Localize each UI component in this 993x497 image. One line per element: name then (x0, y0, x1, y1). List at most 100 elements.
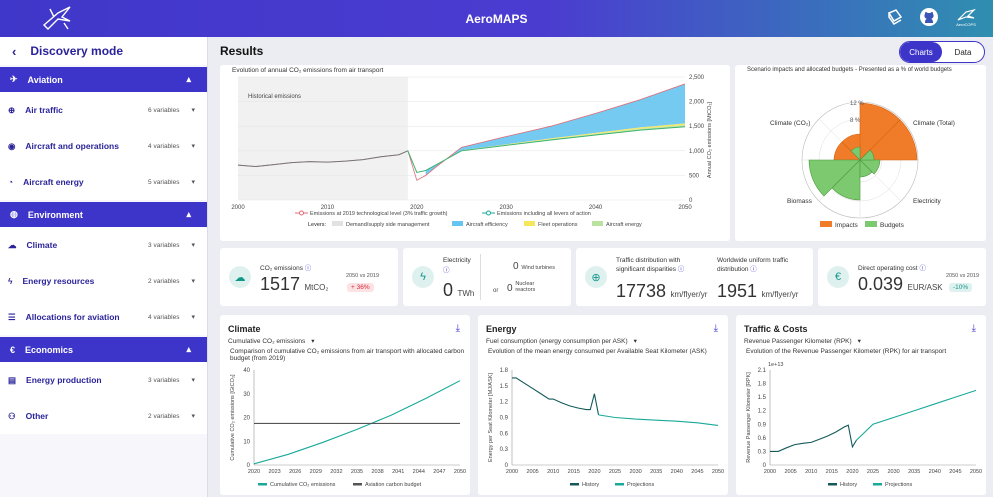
info-icon[interactable]: ⓘ (919, 265, 926, 272)
item-label: Aircraft and operations (25, 141, 119, 151)
sidebar-item-energy-production[interactable]: ▤ Energy production 3 variables ▾ (0, 362, 207, 398)
x-tick-label: 2030 (500, 205, 514, 211)
y-tick-label: 1.2 (500, 400, 509, 406)
section-label: Environment (27, 209, 83, 220)
kpi-nuclear-value: 0 (507, 283, 513, 294)
chevron-down-icon[interactable]: ▾ (191, 242, 195, 249)
sidebar-item-climate[interactable]: ☁ Climate 3 variables ▾ (0, 227, 207, 263)
y-tick-label: 2,500 (689, 75, 705, 81)
chevron-down-icon[interactable]: ▾ (191, 179, 195, 186)
item-label: Aircraft energy (23, 177, 84, 187)
sidebar-item-aircraft-energy[interactable]: ◔ Aircraft energy 5 variables ▾ (0, 164, 207, 200)
y-tick-label: 1,000 (689, 149, 705, 155)
traffic-card: Traffic & Costs ⤓ Revenue Passenger Kilo… (736, 315, 986, 495)
legend-label: History (840, 482, 857, 488)
x-tick-label: 2023 (268, 469, 280, 475)
y-tick-label: 1.5 (758, 395, 767, 401)
item-vars: 4 variables (148, 313, 180, 321)
traffic-select[interactable]: Revenue Passenger Kilometer (RPK) ▾ (744, 337, 861, 346)
emissions-card: Evolution of annual CO₂ emissions from a… (220, 65, 730, 241)
y-tick-label: 0 (505, 463, 509, 469)
view-toggle[interactable]: Charts Data (899, 41, 985, 63)
y-axis-label: Annual CO₂ emissions [MtCO₂] (707, 101, 713, 178)
series-line-0 (512, 377, 600, 415)
legend-swatch (828, 483, 837, 486)
traffic-icon: ⊕ (8, 104, 16, 115)
aerocops-logo[interactable]: AeroCOPS (951, 5, 981, 29)
chevron-up-icon[interactable]: ▴ (186, 344, 191, 354)
kpi-nuclear-label: Nuclear reactors (515, 281, 536, 293)
legend-label: Cumulative CO₂ emissions (270, 482, 336, 488)
kpi-doc-value: 0.039 (858, 274, 904, 294)
sidebar-item-other[interactable]: ⚇ Other 2 variables ▾ (0, 398, 207, 434)
aeromaps-logo[interactable] (40, 3, 76, 33)
kpi-doc-delta: -10% (949, 283, 973, 292)
energy-subtitle: Evolution of the mean energy consumed pe… (488, 348, 707, 355)
label-biomass: Biomass (787, 198, 813, 205)
energy-select[interactable]: Fuel consumption (energy consumption per… (486, 337, 637, 346)
info-icon[interactable]: ⓘ (304, 265, 312, 272)
download-icon[interactable]: ⤓ (455, 323, 460, 334)
y-tick-label: 1.8 (500, 368, 509, 374)
kpi-electricity: ϟ Electricity ⓘ 0 TWh 0 Wind turbines or … (403, 248, 571, 306)
chevron-up-icon[interactable]: ▴ (186, 209, 191, 219)
download-icon[interactable]: ⤓ (713, 323, 718, 334)
section-environment[interactable]: ◍ Environment ▴ (0, 202, 207, 227)
sidebar-title: Discovery mode (30, 44, 124, 58)
historical-annotation: Historical emissions (248, 94, 301, 100)
info-icon[interactable]: ⓘ (677, 266, 685, 273)
kpi-traffic-unit1: km/flyer/yr (670, 290, 708, 299)
legend-impacts: Impacts (835, 222, 859, 229)
kpi-co2-value: 1517 (260, 274, 301, 294)
sliders-icon: ☰ (8, 311, 16, 322)
page-title: Results (220, 44, 264, 58)
y-tick-label: 0.3 (500, 447, 509, 453)
download-icon[interactable]: ⤓ (971, 323, 976, 334)
x-tick-label: 2038 (371, 469, 383, 475)
section-economics[interactable]: € Economics ▴ (0, 337, 207, 362)
info-icon[interactable]: ⓘ (750, 266, 757, 273)
x-tick-label: 2035 (908, 469, 920, 475)
climate-select[interactable]: Cumulative CO₂ emissions ▾ (228, 337, 315, 346)
chevron-down-icon[interactable]: ▾ (191, 107, 195, 114)
y-tick-label: 1.2 (758, 409, 767, 415)
chevron-down-icon[interactable]: ▾ (191, 143, 195, 150)
sidebar-item-energy-resources[interactable]: ϟ Energy resources 2 variables ▾ (0, 263, 207, 299)
euro-icon: € (10, 344, 16, 355)
github-icon[interactable] (917, 5, 941, 29)
energy-chart: 0 0.3 0.6 0.9 1.2 1.5 1.8 2000 2005 2010 2015 2020 2… (488, 368, 724, 488)
x-tick-label: 2010 (805, 469, 817, 475)
top-bar: AeroMAPS AeroCOPS (0, 0, 993, 37)
item-label: Climate (26, 240, 58, 250)
info-icon[interactable]: ⓘ (443, 267, 450, 274)
book-icon[interactable] (883, 5, 907, 29)
kpi-wind-label: Wind turbines (521, 265, 555, 271)
series-all-levers-line (407, 126, 686, 174)
legend-swatch (592, 221, 603, 226)
x-tick-label: 2050 (678, 205, 692, 211)
x-tick-label: 2020 (410, 205, 424, 211)
x-tick-label: 2035 (650, 469, 662, 475)
x-tick-label: 2030 (629, 469, 641, 475)
chevron-left-icon[interactable]: ‹ (12, 43, 17, 59)
x-tick-label: 2020 (588, 469, 600, 475)
chevron-down-icon[interactable]: ▾ (191, 377, 195, 384)
climate-chart: 0 10 20 30 40 2020 2023 2026 2029 2032 2035 2038 204… (230, 368, 466, 488)
chevron-down-icon[interactable]: ▾ (191, 413, 195, 420)
charts-tab[interactable]: Charts (900, 42, 942, 62)
section-aviation[interactable]: ✈ Aviation ▴ (0, 67, 207, 92)
sidebar-item-air-traffic[interactable]: ⊕ Air traffic 6 variables ▾ (0, 92, 207, 128)
chevron-up-icon[interactable]: ▴ (186, 74, 191, 84)
series-line-1 (856, 389, 977, 441)
sidebar-item-allocations[interactable]: ☰ Allocations for aviation 4 variables ▾ (0, 299, 207, 335)
sidebar-item-aircraft-operations[interactable]: ◉ Aircraft and operations 4 variables ▾ (0, 128, 207, 164)
app-title: AeroMAPS (465, 11, 528, 26)
data-tab[interactable]: Data (954, 47, 972, 57)
budget-el-2 (859, 159, 873, 178)
chevron-down-icon[interactable]: ▾ (191, 278, 195, 285)
chevron-down-icon[interactable]: ▾ (191, 314, 195, 321)
legend-swatch (452, 221, 463, 226)
item-vars: 3 variables (148, 241, 180, 249)
ring-label-12: 12 % (850, 101, 864, 107)
legend-label: History (582, 482, 599, 488)
